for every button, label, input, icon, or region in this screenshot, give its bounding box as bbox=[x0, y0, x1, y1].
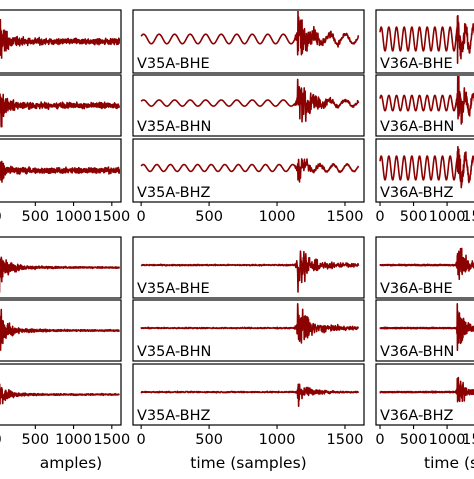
trace-label: V36A-BHE bbox=[380, 281, 453, 297]
x-tick-label: 1500 bbox=[327, 209, 364, 225]
seismic-trace bbox=[140, 303, 360, 344]
x-tick-label: 1000 bbox=[429, 432, 466, 448]
seismic-trace bbox=[140, 78, 360, 123]
panel-bottom-V35A-1: V35A-BHN bbox=[132, 299, 365, 362]
seismic-trace bbox=[140, 383, 360, 408]
x-axis-label: time (samples) bbox=[424, 454, 474, 472]
trace-label: V36A-BHZ bbox=[380, 185, 454, 201]
panel-frame bbox=[0, 9, 122, 74]
x-tick-label: 0 bbox=[375, 432, 384, 448]
panel-frame bbox=[375, 363, 474, 426]
x-tick-label: 1000 bbox=[55, 432, 92, 448]
panel-frame bbox=[0, 363, 122, 426]
seismic-trace bbox=[0, 256, 120, 293]
x-tick-label: 0 bbox=[137, 432, 146, 448]
x-tick-label: 1500 bbox=[462, 209, 474, 225]
panel-frame bbox=[132, 236, 365, 299]
x-tick-label: 500 bbox=[21, 432, 49, 448]
seismic-trace bbox=[0, 383, 120, 405]
seismic-trace bbox=[0, 160, 120, 183]
trace-label: V35A-BHZ bbox=[137, 408, 211, 424]
seismic-trace bbox=[0, 18, 120, 59]
seismic-trace bbox=[140, 11, 360, 56]
panel-frame bbox=[375, 138, 474, 203]
seismic-trace bbox=[379, 303, 474, 352]
panel-bottom-V35A-0: V35A-BHE bbox=[132, 236, 365, 299]
x-tick-label: 1000 bbox=[259, 432, 296, 448]
x-tick-label: 0 bbox=[137, 209, 146, 225]
panel-top-V35A-2: V35A-BHZ 0 500 1000 1500 bbox=[132, 138, 365, 225]
x-tick-label: 500 bbox=[195, 432, 223, 448]
trace-label: V35A-BHE bbox=[137, 281, 210, 297]
trace-label: V35A-BHN bbox=[137, 344, 211, 360]
seismic-trace bbox=[0, 308, 120, 351]
x-tick-label: 500 bbox=[400, 432, 428, 448]
trace-label: V35A-BHZ bbox=[137, 185, 211, 201]
trace-label: V36A-BHN bbox=[380, 119, 454, 135]
panel-frame bbox=[132, 138, 365, 203]
panel-top-V35A-1: V35A-BHN bbox=[132, 74, 365, 137]
panel-frame bbox=[375, 299, 474, 362]
panel-frame bbox=[375, 9, 474, 74]
x-tick-label: 0 bbox=[375, 209, 384, 225]
seismic-trace bbox=[379, 76, 474, 125]
x-tick-label: 1500 bbox=[462, 432, 474, 448]
x-tick-label: 0 bbox=[0, 432, 2, 448]
panel-bottom-col0-0 bbox=[0, 236, 122, 299]
x-tick-label: 1500 bbox=[327, 432, 364, 448]
panel-frame bbox=[132, 299, 365, 362]
seismic-trace bbox=[379, 376, 474, 403]
seismic-trace bbox=[379, 247, 474, 281]
seismic-trace bbox=[140, 158, 360, 183]
seismic-trace bbox=[379, 145, 474, 189]
panel-frame bbox=[375, 236, 474, 299]
panel-frame bbox=[0, 74, 122, 137]
panel-frame bbox=[375, 74, 474, 137]
trace-label: V35A-BHE bbox=[137, 56, 210, 72]
x-tick-label: 0 bbox=[0, 209, 2, 225]
panel-top-V36A-0: V36A-BHE bbox=[375, 9, 474, 74]
trace-label: V36A-BHN bbox=[380, 344, 454, 360]
panel-bottom-V35A-2: V35A-BHZ 0 500 1000 1500 bbox=[132, 363, 365, 448]
panel-top-V35A-0: V35A-BHE bbox=[132, 9, 365, 74]
x-tick-label: 1500 bbox=[93, 432, 130, 448]
panel-bottom-V36A-1: V36A-BHN bbox=[375, 299, 474, 362]
panel-frame bbox=[132, 363, 365, 426]
seismic-trace bbox=[0, 93, 120, 128]
seismic-trace bbox=[379, 14, 474, 64]
x-axis-label: time (samples) bbox=[190, 454, 306, 472]
panel-bottom-V36A-0: V36A-BHE bbox=[375, 236, 474, 299]
panel-top-col0-1 bbox=[0, 74, 122, 137]
x-tick-label: 500 bbox=[400, 209, 428, 225]
panel-frame bbox=[0, 299, 122, 362]
panel-frame bbox=[132, 74, 365, 137]
panel-top-V36A-1: V36A-BHN bbox=[375, 74, 474, 137]
x-tick-label: 1000 bbox=[259, 209, 296, 225]
x-tick-label: 1500 bbox=[93, 209, 130, 225]
panel-frame bbox=[132, 9, 365, 74]
panel-top-col0-0 bbox=[0, 9, 122, 74]
seismic-trace bbox=[140, 250, 360, 293]
x-tick-label: 500 bbox=[21, 209, 49, 225]
x-tick-label: 1000 bbox=[55, 209, 92, 225]
panel-frame bbox=[0, 236, 122, 299]
trace-label: V35A-BHN bbox=[137, 119, 211, 135]
trace-label: V36A-BHZ bbox=[380, 408, 454, 424]
trace-label: V36A-BHE bbox=[380, 56, 453, 72]
x-tick-label: 500 bbox=[195, 209, 223, 225]
x-axis-label: amples) bbox=[40, 454, 102, 472]
panel-bottom-col0-1 bbox=[0, 299, 122, 362]
x-tick-label: 1000 bbox=[429, 209, 466, 225]
panel-frame bbox=[0, 138, 122, 203]
